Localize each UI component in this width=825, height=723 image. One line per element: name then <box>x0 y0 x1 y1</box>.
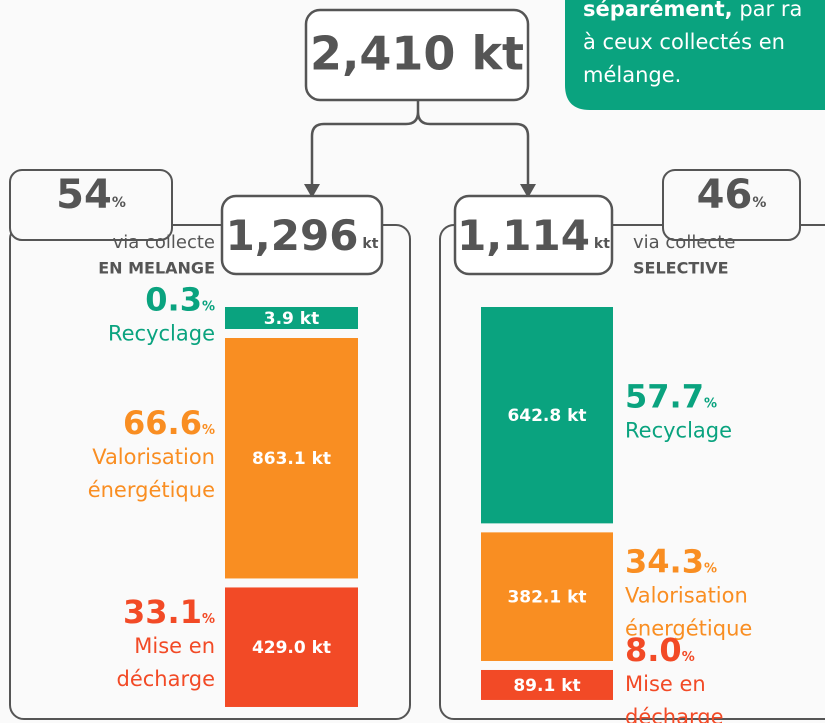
segment-label: décharge <box>117 667 216 691</box>
percent-unit: % <box>202 423 215 438</box>
amount-box <box>453 194 614 276</box>
segment-value-label: 382.1 kt <box>507 588 586 608</box>
segment-percent: 33.1% <box>123 593 215 631</box>
percent-value: 0.3 <box>145 281 202 319</box>
segment-label: Valorisation <box>625 584 748 608</box>
note-rest: par ra <box>733 0 803 21</box>
segment-percent: 34.3% <box>625 543 717 581</box>
percent-unit: % <box>704 561 717 576</box>
total: 2,410 kt <box>310 27 524 81</box>
segment-percent: 0.3% <box>145 281 215 319</box>
via: via collecte <box>633 232 735 253</box>
segment-value-label: 89.1 kt <box>513 676 580 696</box>
amount: 1,114 kt <box>457 211 610 260</box>
segment-percent: 57.7% <box>625 378 717 416</box>
segment-label: énergétique <box>625 617 752 641</box>
percent-value: 34.3 <box>625 543 704 581</box>
amount: 1,296 kt <box>226 211 379 260</box>
segment-label: Valorisation <box>92 445 215 469</box>
share-value: 54 <box>56 172 112 218</box>
amount-value: 1,114 <box>457 211 590 260</box>
bar-segment <box>481 669 613 700</box>
segment-value-label: 429.0 kt <box>252 638 331 658</box>
percent-value: 33.1 <box>123 593 202 631</box>
segment-value-label: 863.1 kt <box>252 449 331 469</box>
bar-segment <box>225 338 358 579</box>
panel-outline <box>439 224 825 720</box>
bar-segment <box>481 532 613 661</box>
segment-label: Recyclage <box>625 419 732 443</box>
note-line: mélange. <box>583 63 681 87</box>
share-tab <box>9 169 173 241</box>
percent-value: 57.7 <box>625 378 704 416</box>
note-line: à ceux collectés en <box>583 30 785 54</box>
amount-unit: kt <box>362 236 378 252</box>
percent-value: 8.0 <box>625 631 682 669</box>
mode: EN MELANGE <box>98 259 215 278</box>
amount-box <box>220 194 384 276</box>
share-unit: % <box>112 195 126 211</box>
mode: SELECTIVE <box>633 259 729 278</box>
share: 46% <box>697 172 767 218</box>
bar-segment <box>225 587 358 707</box>
percent-unit: % <box>682 649 695 664</box>
segment-percent: 8.0% <box>625 631 695 669</box>
segment-value-label: 642.8 kt <box>507 406 586 426</box>
segment-label: Mise en <box>134 634 215 658</box>
percent-unit: % <box>202 612 215 627</box>
note-line: séparément, par ra <box>583 0 802 21</box>
connector <box>310 100 530 185</box>
segment-label: Recyclage <box>108 322 215 346</box>
percent-unit: % <box>704 396 717 411</box>
share-value: 46 <box>697 172 753 218</box>
share-unit: % <box>752 195 766 211</box>
amount-value: 1,296 <box>226 211 359 260</box>
percent-unit: % <box>202 299 215 314</box>
segment-label: décharge <box>625 705 724 723</box>
segment-label: énergétique <box>88 478 215 502</box>
bar-segment <box>481 307 613 524</box>
segment-percent: 66.6% <box>123 404 215 442</box>
share-tab <box>662 169 801 241</box>
segment-label: Mise en <box>625 672 706 696</box>
note-bold: séparément, <box>583 0 733 21</box>
percent-value: 66.6 <box>123 404 202 442</box>
via: via collecte <box>113 232 215 253</box>
share: 54% <box>56 172 126 218</box>
amount-unit: kt <box>594 236 610 252</box>
segment-value-label: 3.9 kt <box>264 309 319 329</box>
note-box <box>565 0 825 110</box>
panel-outline <box>9 224 411 720</box>
bar-segment <box>225 307 358 329</box>
